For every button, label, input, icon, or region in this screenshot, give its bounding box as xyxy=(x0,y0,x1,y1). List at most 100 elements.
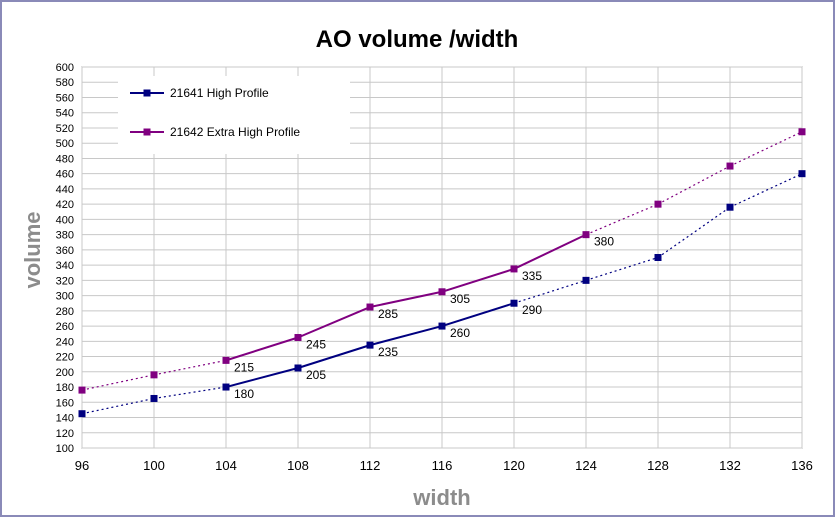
x-tick-label: 108 xyxy=(287,458,309,473)
y-tick-label: 100 xyxy=(56,443,74,455)
series-line-segment xyxy=(225,367,299,389)
data-label: 205 xyxy=(306,368,326,382)
trend-line-segment xyxy=(153,386,227,400)
data-point xyxy=(654,254,662,261)
y-tick-label: 280 xyxy=(56,306,74,318)
trend-line-segment xyxy=(585,203,659,236)
data-point xyxy=(294,334,302,342)
x-tick-label: 124 xyxy=(575,458,597,473)
x-tick-label: 104 xyxy=(215,458,237,473)
y-tick-label: 160 xyxy=(56,397,74,409)
data-label: 180 xyxy=(234,387,254,401)
y-tick-label: 460 xyxy=(56,169,74,181)
data-point xyxy=(798,128,806,136)
y-tick-label: 120 xyxy=(56,428,74,440)
y-tick-label: 480 xyxy=(56,153,74,165)
data-point xyxy=(438,322,446,330)
x-tick-label: 100 xyxy=(143,458,165,473)
data-point xyxy=(222,356,230,364)
series-line-segment xyxy=(369,325,443,347)
data-point xyxy=(78,386,86,394)
y-tick-label: 320 xyxy=(56,275,74,287)
data-label: 245 xyxy=(306,338,326,352)
y-tick-label: 220 xyxy=(56,352,74,364)
data-label: 285 xyxy=(378,307,398,321)
data-point xyxy=(726,203,734,211)
legend-swatch-marker xyxy=(143,89,151,97)
data-point xyxy=(582,231,590,239)
series-line-segment xyxy=(225,336,299,362)
y-tick-label: 600 xyxy=(56,62,74,74)
y-tick-label: 260 xyxy=(56,321,74,333)
y-tick-label: 520 xyxy=(56,123,74,135)
legend-label: 21641 High Profile xyxy=(170,86,269,100)
y-tick-label: 180 xyxy=(56,382,74,394)
y-tick-label: 500 xyxy=(56,138,74,150)
y-axis-title: volume xyxy=(20,211,45,288)
data-point xyxy=(150,394,158,402)
series-line-segment xyxy=(297,306,371,339)
x-tick-label: 132 xyxy=(719,458,741,473)
y-tick-label: 380 xyxy=(56,230,74,242)
y-tick-label: 140 xyxy=(56,413,74,425)
data-point xyxy=(438,288,446,296)
x-tick-label: 116 xyxy=(432,458,453,473)
legend-label: 21642 Extra High Profile xyxy=(170,125,300,139)
data-label: 235 xyxy=(378,345,398,359)
data-point xyxy=(798,170,806,178)
legend-swatch-marker xyxy=(143,128,151,136)
data-point xyxy=(150,371,158,379)
data-label: 290 xyxy=(522,303,542,317)
y-tick-label: 200 xyxy=(56,367,74,379)
y-tick-label: 240 xyxy=(56,336,74,348)
y-tick-label: 560 xyxy=(56,92,74,104)
data-label: 335 xyxy=(522,269,542,283)
series-line-segment xyxy=(513,233,587,270)
x-tick-label: 136 xyxy=(791,458,813,473)
series-layer: 180 205 235 260 290 215 245 285 305 335 380 xyxy=(78,128,806,418)
trend-line-segment xyxy=(81,374,155,391)
series-line-segment xyxy=(441,267,515,293)
data-point xyxy=(654,200,662,208)
series-line-segment xyxy=(441,302,515,328)
x-tick-label: 112 xyxy=(360,458,381,473)
legend-box xyxy=(118,76,350,154)
chart-title: AO volume /width xyxy=(316,26,519,53)
y-tick-label: 420 xyxy=(56,199,74,211)
data-point xyxy=(366,303,374,311)
y-tick-label: 580 xyxy=(56,77,74,89)
trend-line-segment xyxy=(81,397,155,415)
trend-line-segment xyxy=(729,131,803,167)
y-tick-label: 360 xyxy=(56,245,74,257)
series-2: 215 245 285 305 335 380 xyxy=(78,128,806,394)
y-tick-label: 300 xyxy=(56,291,74,303)
y-tick-label: 540 xyxy=(56,108,74,120)
data-label: 215 xyxy=(234,360,254,374)
data-point xyxy=(582,276,590,284)
trend-line-segment xyxy=(153,359,227,376)
series-1: 180 205 235 260 290 xyxy=(78,170,806,418)
data-label: 380 xyxy=(594,235,614,249)
data-point xyxy=(294,364,302,372)
legend: 21641 High Profile 21642 Extra High Profi… xyxy=(118,76,350,154)
x-axis-title: width xyxy=(412,485,470,510)
data-label: 305 xyxy=(450,292,470,306)
y-tick-label: 440 xyxy=(56,184,74,196)
series-line-segment xyxy=(297,344,371,369)
y-tick-label: 340 xyxy=(56,260,74,272)
x-tick-label: 120 xyxy=(503,458,525,473)
data-label: 260 xyxy=(450,326,470,340)
trend-line-segment xyxy=(729,173,803,208)
y-tick-label: 400 xyxy=(56,214,74,226)
trend-line-segment xyxy=(657,165,731,205)
data-point xyxy=(510,265,518,273)
data-point xyxy=(78,410,86,418)
x-tick-label: 128 xyxy=(647,458,669,473)
data-point xyxy=(366,341,374,349)
data-point xyxy=(726,162,734,170)
data-point xyxy=(222,383,230,391)
series-line-segment xyxy=(369,290,443,309)
x-tick-label: 96 xyxy=(75,458,89,473)
